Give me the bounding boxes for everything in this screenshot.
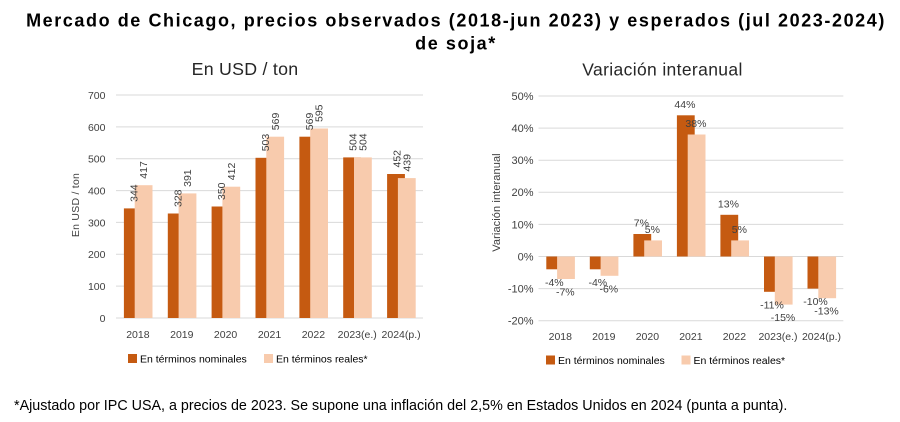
svg-text:5%: 5% [645, 224, 660, 236]
svg-text:2021: 2021 [679, 331, 703, 343]
svg-text:44%: 44% [674, 99, 695, 111]
svg-text:-15%: -15% [771, 312, 796, 324]
svg-text:En USD / ton: En USD / ton [192, 59, 299, 79]
svg-text:595: 595 [314, 104, 326, 122]
svg-text:-20%: -20% [508, 316, 534, 328]
svg-text:504: 504 [348, 133, 360, 151]
svg-text:600: 600 [88, 122, 106, 134]
svg-text:Mercado de Chicago, precios ob: Mercado de Chicago, precios observados (… [26, 10, 886, 30]
svg-text:300: 300 [88, 217, 106, 229]
svg-text:-11%: -11% [760, 299, 784, 311]
svg-text:2022: 2022 [302, 329, 326, 341]
svg-text:328: 328 [172, 189, 184, 207]
svg-text:2018: 2018 [549, 331, 573, 343]
svg-text:400: 400 [88, 186, 106, 198]
svg-text:2019: 2019 [592, 331, 616, 343]
svg-text:417: 417 [138, 161, 150, 179]
svg-text:-4%: -4% [545, 277, 564, 289]
svg-text:500: 500 [88, 154, 106, 166]
svg-text:50%: 50% [511, 91, 533, 103]
svg-text:350: 350 [216, 182, 228, 200]
svg-text:2020: 2020 [214, 329, 238, 341]
svg-text:504: 504 [358, 133, 370, 151]
svg-text:2018: 2018 [126, 329, 150, 341]
svg-text:0%: 0% [518, 251, 534, 263]
svg-text:100: 100 [88, 281, 106, 293]
svg-text:-4%: -4% [588, 277, 607, 289]
svg-text:200: 200 [88, 249, 106, 261]
svg-text:de soja*: de soja* [415, 33, 497, 53]
svg-text:2023(e.): 2023(e.) [758, 331, 797, 343]
svg-text:40%: 40% [511, 123, 533, 135]
svg-text:2024(p.): 2024(p.) [802, 331, 841, 343]
svg-text:10%: 10% [511, 219, 533, 231]
svg-text:2020: 2020 [636, 331, 660, 343]
svg-text:Variación interanual: Variación interanual [491, 153, 503, 251]
svg-text:38%: 38% [685, 118, 706, 130]
svg-text:7%: 7% [634, 218, 649, 230]
svg-text:412: 412 [226, 163, 238, 181]
svg-text:20%: 20% [511, 187, 533, 199]
svg-text:0: 0 [100, 313, 106, 325]
svg-text:2021: 2021 [258, 329, 282, 341]
svg-text:2024(p.): 2024(p.) [382, 329, 421, 341]
svg-text:En términos reales*: En términos reales* [694, 355, 786, 367]
svg-text:2022: 2022 [723, 331, 747, 343]
svg-text:2023(e.): 2023(e.) [338, 329, 377, 341]
svg-text:30%: 30% [511, 155, 533, 167]
svg-text:-7%: -7% [556, 287, 575, 299]
svg-text:439: 439 [401, 154, 413, 172]
svg-text:569: 569 [304, 113, 316, 131]
svg-text:700: 700 [88, 90, 106, 102]
svg-text:344: 344 [128, 184, 140, 202]
svg-text:En términos reales*: En términos reales* [276, 354, 368, 366]
svg-text:-10%: -10% [508, 284, 534, 296]
svg-text:391: 391 [182, 169, 194, 187]
svg-text:2019: 2019 [170, 329, 194, 341]
svg-text:En términos nominales: En términos nominales [558, 355, 665, 367]
svg-text:En términos nominales: En términos nominales [140, 354, 247, 366]
svg-text:503: 503 [260, 134, 272, 152]
svg-text:452: 452 [392, 150, 404, 168]
svg-text:13%: 13% [718, 198, 739, 210]
svg-text:-10%: -10% [803, 296, 828, 308]
svg-text:*Ajustado por IPC USA, a preci: *Ajustado por IPC USA, a precios de 2023… [14, 398, 787, 414]
svg-text:5%: 5% [732, 224, 747, 236]
svg-text:-6%: -6% [599, 283, 618, 295]
svg-text:En USD / ton: En USD / ton [70, 173, 82, 237]
svg-text:569: 569 [270, 113, 282, 131]
svg-text:-13%: -13% [814, 306, 839, 318]
svg-text:Variación interanual: Variación interanual [582, 60, 742, 80]
